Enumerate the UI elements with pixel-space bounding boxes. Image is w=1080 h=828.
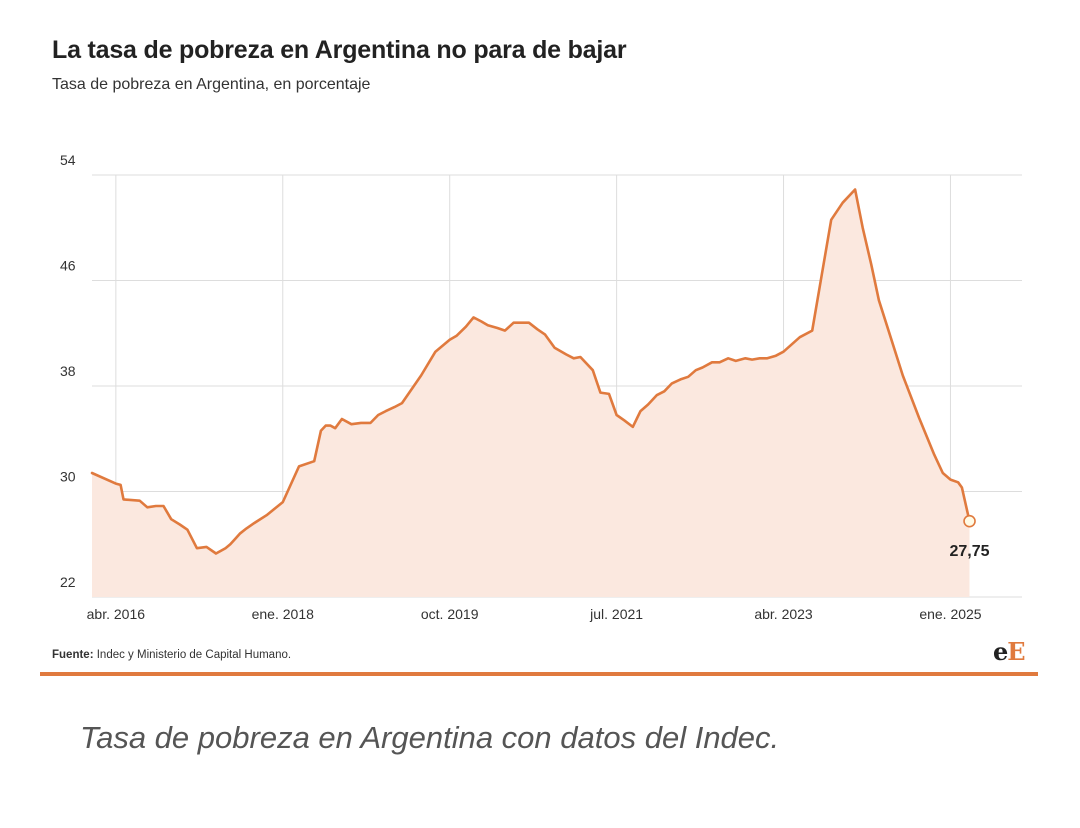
y-tick-label: 30 (60, 469, 76, 485)
y-tick-label: 38 (60, 363, 76, 379)
x-tick-label: ene. 2018 (252, 606, 314, 622)
end-point-marker (963, 514, 976, 528)
publisher-logo: eE (993, 637, 1026, 666)
x-tick-label: oct. 2019 (421, 606, 479, 622)
chart-title: La tasa de pobreza en Argentina no para … (52, 36, 627, 64)
x-tick-label: abr. 2023 (754, 606, 813, 622)
x-tick-label: ene. 2025 (919, 606, 981, 622)
x-tick-label: abr. 2016 (87, 606, 146, 622)
footer-divider (40, 672, 1038, 676)
logo-first: e (993, 637, 1008, 666)
end-value-label: 27,75 (950, 543, 990, 560)
series-line (90, 188, 971, 555)
chart-subtitle: Tasa de pobreza en Argentina, en porcent… (52, 76, 371, 93)
axis-labels: 22 30 38 46 54 abr. 2016 ene. 2018 oct. 2019 jul… (60, 152, 982, 622)
logo-second: E (1007, 637, 1025, 666)
area-fill (92, 189, 970, 597)
source-text: Indec y Ministerio de Capital Humano. (96, 649, 292, 661)
annotations: 27,75 (950, 514, 990, 560)
x-tick-label: jul. 2021 (589, 606, 643, 622)
poverty-chart: 22 30 38 46 54 abr. 2016 ene. 2018 oct. 2019 jul… (60, 152, 1022, 622)
source-label: Fuente: (52, 649, 94, 661)
y-tick-label: 54 (60, 152, 76, 168)
y-tick-label: 22 (60, 574, 76, 590)
source-note: Fuente: Indec y Ministerio de Capital Hu… (52, 649, 291, 661)
y-tick-label: 46 (60, 258, 76, 274)
image-caption: Tasa de pobreza en Argentina con datos d… (80, 720, 780, 755)
